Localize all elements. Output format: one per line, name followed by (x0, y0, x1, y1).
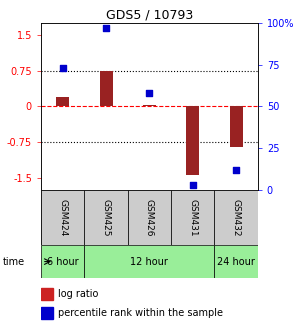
Bar (56, 97, 69, 106)
Text: percentile rank within the sample: percentile rank within the sample (58, 308, 223, 318)
Bar (41, 288, 53, 300)
Text: GSM424: GSM424 (58, 199, 67, 236)
Bar (41, 245, 84, 278)
Text: GSM431: GSM431 (188, 198, 197, 236)
Bar (41, 190, 84, 245)
Text: time: time (3, 257, 25, 267)
Bar (100, 71, 113, 106)
Bar (84, 245, 214, 278)
Point (147, 90, 152, 95)
Text: GSM426: GSM426 (145, 199, 154, 236)
Text: 6 hour: 6 hour (47, 257, 79, 267)
Bar (84, 190, 128, 245)
Point (234, 167, 239, 172)
Bar (214, 245, 258, 278)
Bar (186, 106, 199, 175)
Text: log ratio: log ratio (58, 289, 99, 299)
Bar (214, 190, 258, 245)
Text: 12 hour: 12 hour (130, 257, 168, 267)
Bar (41, 307, 53, 319)
Bar (171, 190, 214, 245)
Text: GSM432: GSM432 (232, 199, 241, 236)
Point (60, 65, 65, 71)
Bar (128, 190, 171, 245)
Point (190, 182, 195, 187)
Point (104, 25, 108, 30)
Text: GSM425: GSM425 (102, 199, 110, 236)
Bar (143, 105, 156, 106)
Text: 24 hour: 24 hour (217, 257, 255, 267)
Title: GDS5 / 10793: GDS5 / 10793 (106, 9, 193, 22)
Bar (230, 106, 243, 147)
